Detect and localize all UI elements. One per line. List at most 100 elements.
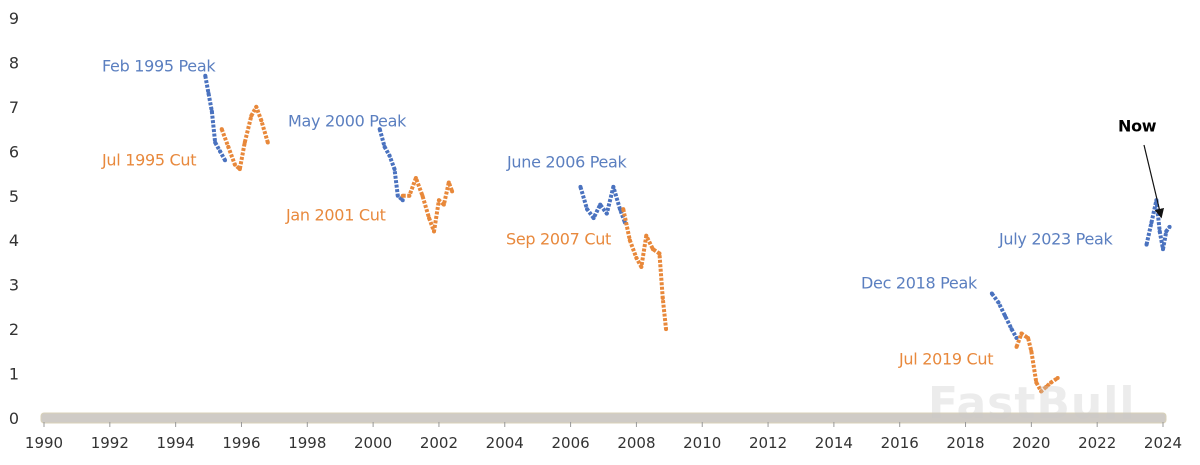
x-tick-label: 2014	[815, 434, 853, 452]
x-tick-label: 2010	[683, 434, 721, 452]
y-tick-label: 3	[9, 276, 19, 295]
cut-point	[1014, 344, 1019, 349]
x-tick-label: 2020	[1012, 434, 1050, 452]
cut-point	[1039, 389, 1044, 394]
cut-point	[639, 264, 644, 269]
x-tick-label: 2000	[354, 434, 392, 452]
peak-series-6	[990, 292, 1019, 339]
peak-point	[1164, 229, 1169, 234]
peak-point	[591, 216, 596, 220]
cut-point	[413, 176, 418, 180]
peak-point	[604, 211, 609, 216]
y-tick-label: 1	[9, 365, 19, 384]
cut-series-5	[621, 208, 669, 330]
cut-point	[634, 256, 639, 260]
peak-point	[223, 158, 228, 163]
annotation-june-2006-peak: June 2006 Peak	[507, 152, 627, 172]
peak-point	[611, 184, 616, 189]
cut-point	[650, 247, 655, 252]
annotation-feb-1995-peak: Feb 1995 Peak	[102, 56, 216, 76]
peak-point	[1014, 336, 1019, 340]
peak-series-8	[1144, 198, 1172, 252]
x-tick-label: 2002	[420, 434, 458, 452]
cut-point	[232, 162, 237, 167]
cut-point	[237, 167, 242, 172]
peak-point	[400, 198, 405, 203]
cut-point	[259, 118, 264, 123]
cut-point	[660, 296, 665, 300]
peak-series-0	[203, 75, 227, 162]
peak-point	[382, 144, 387, 149]
annotation-jul-1995-cut: Jul 1995 Cut	[102, 150, 197, 170]
cut-point	[226, 144, 231, 149]
peak-point	[218, 149, 223, 154]
peak-point	[1149, 220, 1154, 225]
x-tick-label: 2006	[551, 434, 589, 452]
y-tick-label: 2	[9, 320, 19, 339]
peak-series-2	[377, 128, 405, 202]
x-tick-label: 2012	[749, 434, 787, 452]
cut-point	[1029, 349, 1034, 354]
cut-point	[427, 216, 432, 220]
x-tick-label: 2004	[486, 434, 524, 452]
peak-point	[996, 300, 1001, 305]
peak-point	[585, 207, 590, 212]
y-tick-label: 6	[9, 142, 19, 161]
peak-point	[1003, 313, 1008, 318]
cut-point	[450, 189, 455, 194]
cut-point	[436, 198, 441, 203]
cut-point	[664, 327, 669, 332]
peak-series-4	[578, 184, 627, 224]
cut-point	[407, 193, 412, 198]
now-arrow	[1143, 144, 1164, 219]
peak-point	[206, 91, 211, 96]
cut-point	[400, 193, 405, 198]
peak-point	[392, 167, 397, 172]
cut-series-1	[219, 104, 270, 172]
x-tick-label: 1998	[288, 434, 326, 452]
annotation-jul-2019-cut: Jul 2019 Cut	[899, 349, 994, 369]
peak-point	[1157, 229, 1162, 234]
x-tick-label: 1994	[157, 434, 195, 452]
x-tick-label: 1996	[222, 434, 260, 452]
x-tick-label: 2018	[946, 434, 984, 452]
peak-point	[989, 291, 994, 296]
peak-point	[395, 193, 400, 198]
peak-point	[1161, 247, 1165, 252]
y-tick-label: 4	[9, 231, 19, 250]
annotation-may-2000-peak: May 2000 Peak	[288, 111, 407, 131]
peak-point	[377, 127, 382, 132]
peak-point	[1144, 242, 1149, 247]
y-tick-label: 8	[9, 53, 19, 72]
x-axis-band	[40, 412, 1167, 424]
cut-point	[1019, 331, 1024, 336]
y-tick-label: 5	[9, 187, 19, 206]
annotation-july-2023-peak: July 2023 Peak	[999, 229, 1113, 249]
peak-point	[598, 202, 603, 207]
y-tick-label: 0	[9, 409, 19, 428]
x-tick-label: 2024	[1144, 434, 1182, 452]
watermark-logo: FastBull	[928, 378, 1136, 429]
x-tick-label: 2008	[617, 434, 655, 452]
peak-point	[1009, 327, 1014, 332]
peak-point	[387, 153, 392, 158]
cut-point	[657, 251, 662, 256]
peak-point	[578, 184, 583, 189]
x-tick-label: 1992	[91, 434, 129, 452]
cut-point	[254, 104, 259, 109]
x-tick-label: 2022	[1078, 434, 1116, 452]
peak-point	[209, 109, 214, 114]
cut-point	[432, 229, 437, 234]
y-tick-label: 9	[9, 9, 19, 28]
y-tick-label: 7	[9, 98, 19, 117]
cut-point	[1026, 336, 1031, 340]
cut-point	[1034, 380, 1039, 385]
annotation-dec-2018-peak: Dec 2018 Peak	[861, 273, 977, 293]
peak-point	[203, 73, 208, 78]
annotation-jan-2001-cut: Jan 2001 Cut	[286, 205, 386, 225]
peak-point	[1167, 224, 1172, 229]
cut-point	[249, 113, 254, 118]
annotation-now: Now	[1118, 116, 1157, 136]
cut-point	[265, 140, 270, 145]
